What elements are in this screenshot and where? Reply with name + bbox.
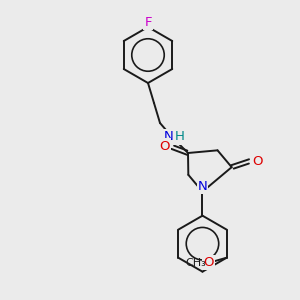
Text: O: O [203,256,214,269]
Text: N: N [164,130,174,143]
Text: N: N [198,180,207,193]
Text: O: O [160,140,170,152]
Text: CH₃: CH₃ [185,258,206,268]
Text: H: H [175,130,185,143]
Text: F: F [144,16,152,28]
Text: O: O [252,155,263,168]
